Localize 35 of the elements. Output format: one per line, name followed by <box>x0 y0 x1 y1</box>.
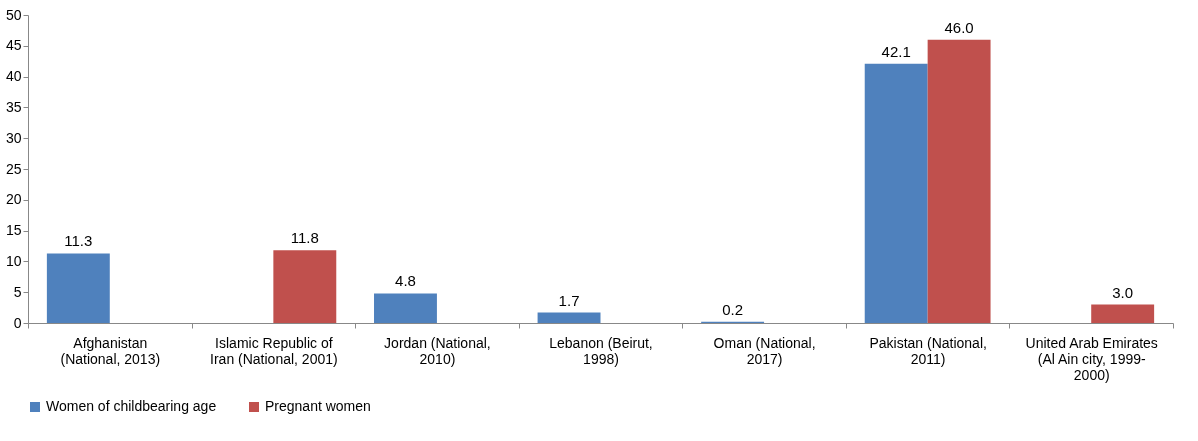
y-tick-label: 10 <box>5 252 22 269</box>
x-tick-label: Oman (National, 2017) <box>713 334 816 367</box>
bar <box>537 312 601 323</box>
data-label: 0.2 <box>722 300 744 318</box>
legend-label: Women of childbearing age <box>46 398 217 414</box>
data-label: 3.0 <box>1112 283 1134 301</box>
data-label: 42.1 <box>881 42 911 60</box>
data-label: 11.8 <box>290 229 319 247</box>
y-tick-label: 0 <box>13 314 22 331</box>
x-tick-label: Islamic Republic of Iran (National, 2001) <box>210 334 338 367</box>
bar <box>864 63 928 323</box>
y-tick-label: 15 <box>5 222 22 239</box>
x-tick-label: Pakistan (National, 2011) <box>869 334 987 367</box>
x-tick-label: United Arab Emirates (Al Ain city, 1999-2000) <box>1025 334 1158 383</box>
legend-label: Pregnant women <box>265 398 371 414</box>
y-tick-label: 5 <box>13 283 22 300</box>
bar <box>927 39 991 323</box>
x-tick-label: Jordan (National, 2010) <box>384 334 491 367</box>
x-tick-label: Afghanistan (National, 2013) <box>60 334 161 367</box>
y-tick-label: 45 <box>5 37 22 54</box>
bar <box>273 250 337 323</box>
data-label: 46.0 <box>944 18 974 36</box>
bar <box>374 293 437 323</box>
y-tick-label: 50 <box>5 6 22 23</box>
bar <box>1091 304 1155 323</box>
y-tick-label: 30 <box>5 129 22 146</box>
data-label: 1.7 <box>558 291 580 309</box>
bar <box>46 253 110 323</box>
y-tick-label: 40 <box>5 68 22 85</box>
data-label: 11.3 <box>64 232 93 250</box>
y-tick-label: 25 <box>5 160 22 177</box>
data-label: 4.8 <box>395 272 416 290</box>
y-tick-label: 35 <box>5 98 22 115</box>
y-tick-label: 20 <box>5 191 22 208</box>
x-tick-label: Lebanon (Beirut, 1998) <box>549 334 653 367</box>
